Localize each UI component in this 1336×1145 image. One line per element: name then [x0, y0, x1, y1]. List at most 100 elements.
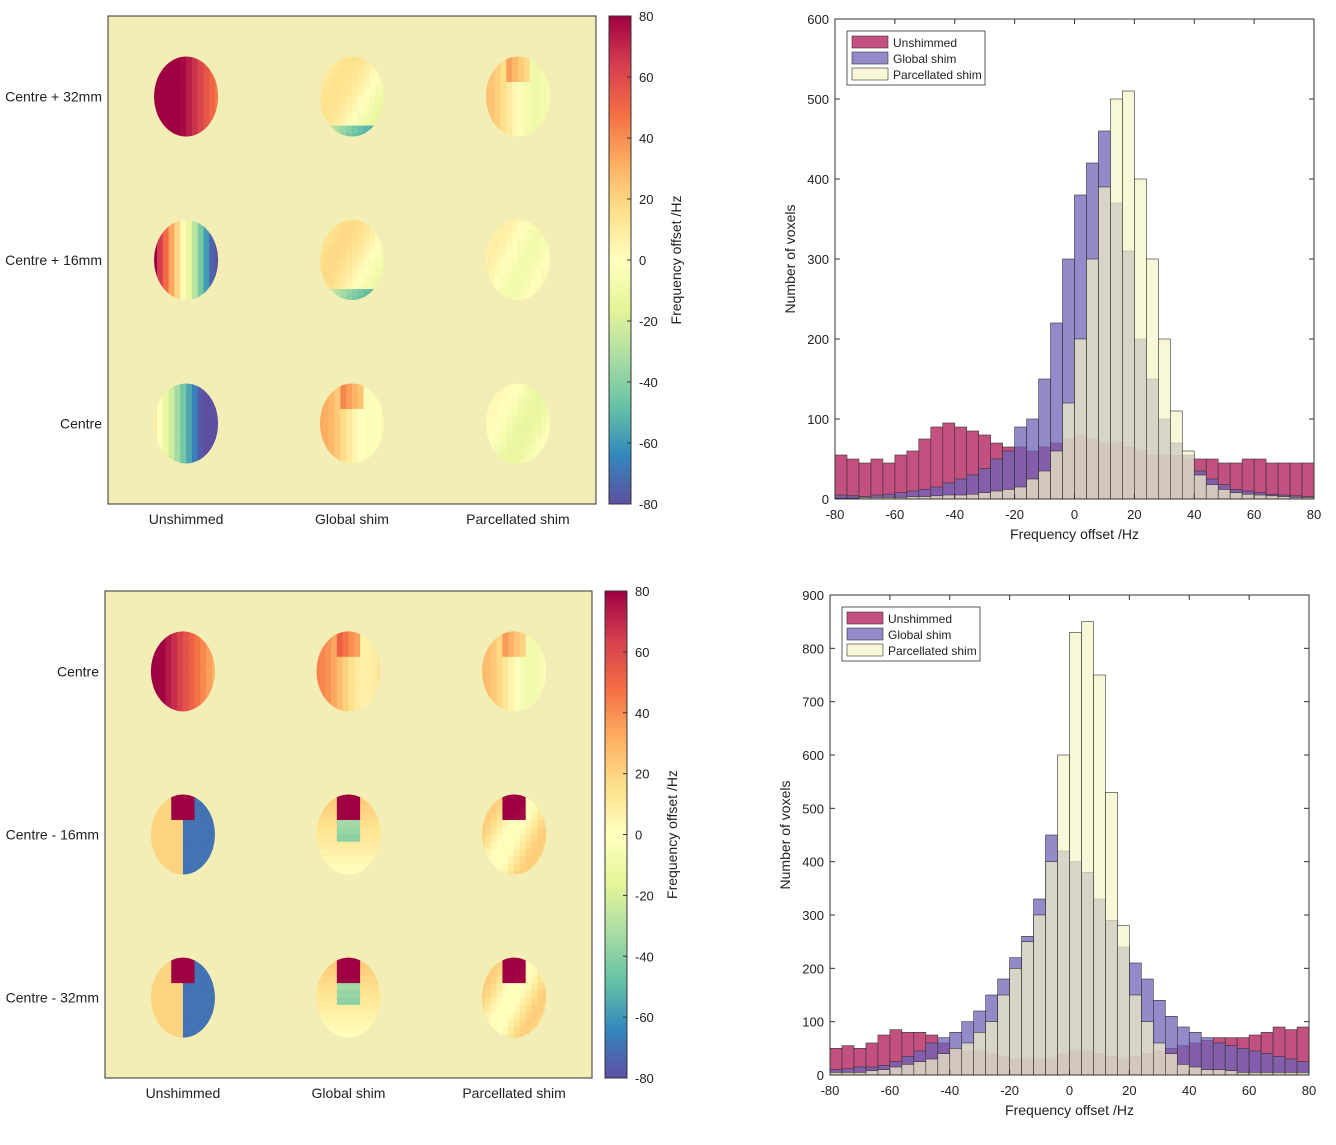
column-label: Global shim — [312, 1085, 386, 1101]
histogram-bar — [1277, 462, 1291, 500]
x-tick-label: 80 — [1302, 1083, 1316, 1098]
histogram-bottom-right — [829, 594, 1310, 1076]
legend-swatch — [846, 627, 884, 641]
legend-swatch — [851, 35, 889, 49]
colorbar-tick-label: 80 — [639, 9, 653, 24]
colorbar-tick-label: 40 — [639, 131, 653, 146]
histogram-bar — [1289, 462, 1303, 500]
colorbar-tick-label: 20 — [635, 767, 649, 782]
series-parcellated-shim — [829, 621, 1310, 1076]
histogram-bar — [1081, 621, 1094, 1076]
x-tick-label: -40 — [945, 507, 964, 522]
histogram-bar — [1110, 98, 1123, 500]
row-label: Centre - 16mm — [6, 827, 99, 843]
histogram-bar — [834, 454, 848, 500]
histogram-bar — [973, 1032, 986, 1076]
y-tick-label: 300 — [807, 252, 829, 267]
x-tick-label: 20 — [1127, 507, 1141, 522]
x-tick-label: 80 — [1307, 507, 1321, 522]
x-tick-label: -80 — [821, 1083, 840, 1098]
histogram-bar — [1093, 674, 1106, 1076]
histogram-bar — [954, 494, 968, 500]
histogram-bar — [901, 1064, 915, 1076]
histogram-bar — [937, 1053, 951, 1076]
heatmap-panel-top-left — [107, 15, 597, 505]
histogram-bar — [966, 493, 979, 500]
histogram-bar — [882, 462, 896, 500]
y-tick-label: 400 — [802, 855, 824, 870]
colorbar-tick-label: -60 — [635, 1010, 654, 1025]
histogram-bar — [1248, 1050, 1262, 1076]
histogram-bar — [1002, 489, 1015, 500]
histogram-bar — [1181, 450, 1195, 500]
y-axis-label: Number of voxels — [782, 205, 798, 314]
y-tick-label: 600 — [807, 12, 829, 27]
colorbar-tick-label: 60 — [635, 645, 649, 660]
colorbar-tick-label: 20 — [639, 192, 653, 207]
histogram-bar — [1170, 410, 1183, 500]
histogram-bar — [1176, 1064, 1190, 1076]
histogram-bar — [1021, 941, 1034, 1076]
histogram-bar — [877, 1069, 891, 1076]
histogram-bar — [1134, 178, 1147, 500]
colorbar-tick-label: -80 — [635, 1071, 654, 1086]
row-label: Centre + 16mm — [5, 252, 102, 268]
x-tick-label: -20 — [1000, 1083, 1019, 1098]
histogram-bar — [925, 1058, 939, 1076]
histogram-bar — [1045, 861, 1058, 1076]
histogram-bar — [1200, 1069, 1214, 1076]
histogram-bar — [1033, 914, 1046, 1076]
histogram-bar — [997, 994, 1010, 1076]
histogram-bar — [1038, 470, 1051, 500]
y-tick-label: 100 — [807, 412, 829, 427]
y-tick-label: 0 — [817, 1068, 824, 1083]
histogram-bar — [846, 458, 860, 500]
histogram-top-right — [834, 18, 1315, 500]
legend-label: Unshimmed — [888, 612, 952, 626]
histogram-bar — [1105, 792, 1118, 1076]
legend-label: Unshimmed — [893, 36, 957, 50]
row-label: Centre — [60, 415, 102, 431]
legend-label: Parcellated shim — [888, 644, 977, 658]
histogram-bar — [1086, 258, 1099, 500]
legend-swatch — [846, 611, 884, 625]
histogram-bar — [889, 1066, 903, 1076]
histogram-bar — [1260, 1053, 1274, 1076]
histogram-bar — [1026, 478, 1039, 500]
x-tick-label: -20 — [1005, 507, 1024, 522]
histogram-bar — [942, 494, 956, 500]
colorbar-tick-label: -40 — [639, 375, 658, 390]
histogram-bar — [1062, 402, 1075, 500]
colorbar-tick-label: 0 — [635, 828, 642, 843]
y-axis-label: Number of voxels — [777, 781, 793, 890]
row-label: Centre - 32mm — [6, 990, 99, 1006]
y-tick-label: 800 — [802, 641, 824, 656]
colorbar-tick-label: 0 — [639, 253, 646, 268]
legend-label: Parcellated shim — [893, 68, 982, 82]
y-tick-label: 200 — [807, 332, 829, 347]
legend-swatch — [851, 51, 889, 65]
colorbar-tick-label: -40 — [635, 949, 654, 964]
histogram-bar — [949, 1048, 963, 1076]
legend — [846, 30, 986, 86]
histogram-bar — [1241, 493, 1255, 500]
histogram-bar — [1014, 486, 1027, 500]
colorbar-label: Frequency offset /Hz — [664, 770, 680, 899]
y-tick-label: 200 — [802, 961, 824, 976]
histogram-bar — [870, 458, 884, 500]
colorbar-tick-label: -60 — [639, 436, 658, 451]
histogram-bar — [985, 1021, 998, 1076]
x-tick-label: 0 — [1066, 1083, 1073, 1098]
histogram-bar — [1165, 1053, 1178, 1076]
column-label: Global shim — [315, 511, 389, 527]
x-axis-label: Frequency offset /Hz — [1005, 1102, 1134, 1118]
colorbar-tick-label: -20 — [639, 314, 658, 329]
legend-label: Global shim — [888, 628, 951, 642]
histogram-bar — [1098, 186, 1111, 500]
histogram-bar — [1205, 484, 1219, 500]
y-tick-label: 500 — [807, 92, 829, 107]
series-parcellated-shim — [834, 90, 1315, 500]
histogram-bar — [1129, 994, 1142, 1076]
colorbar-tick-label: -20 — [635, 888, 654, 903]
